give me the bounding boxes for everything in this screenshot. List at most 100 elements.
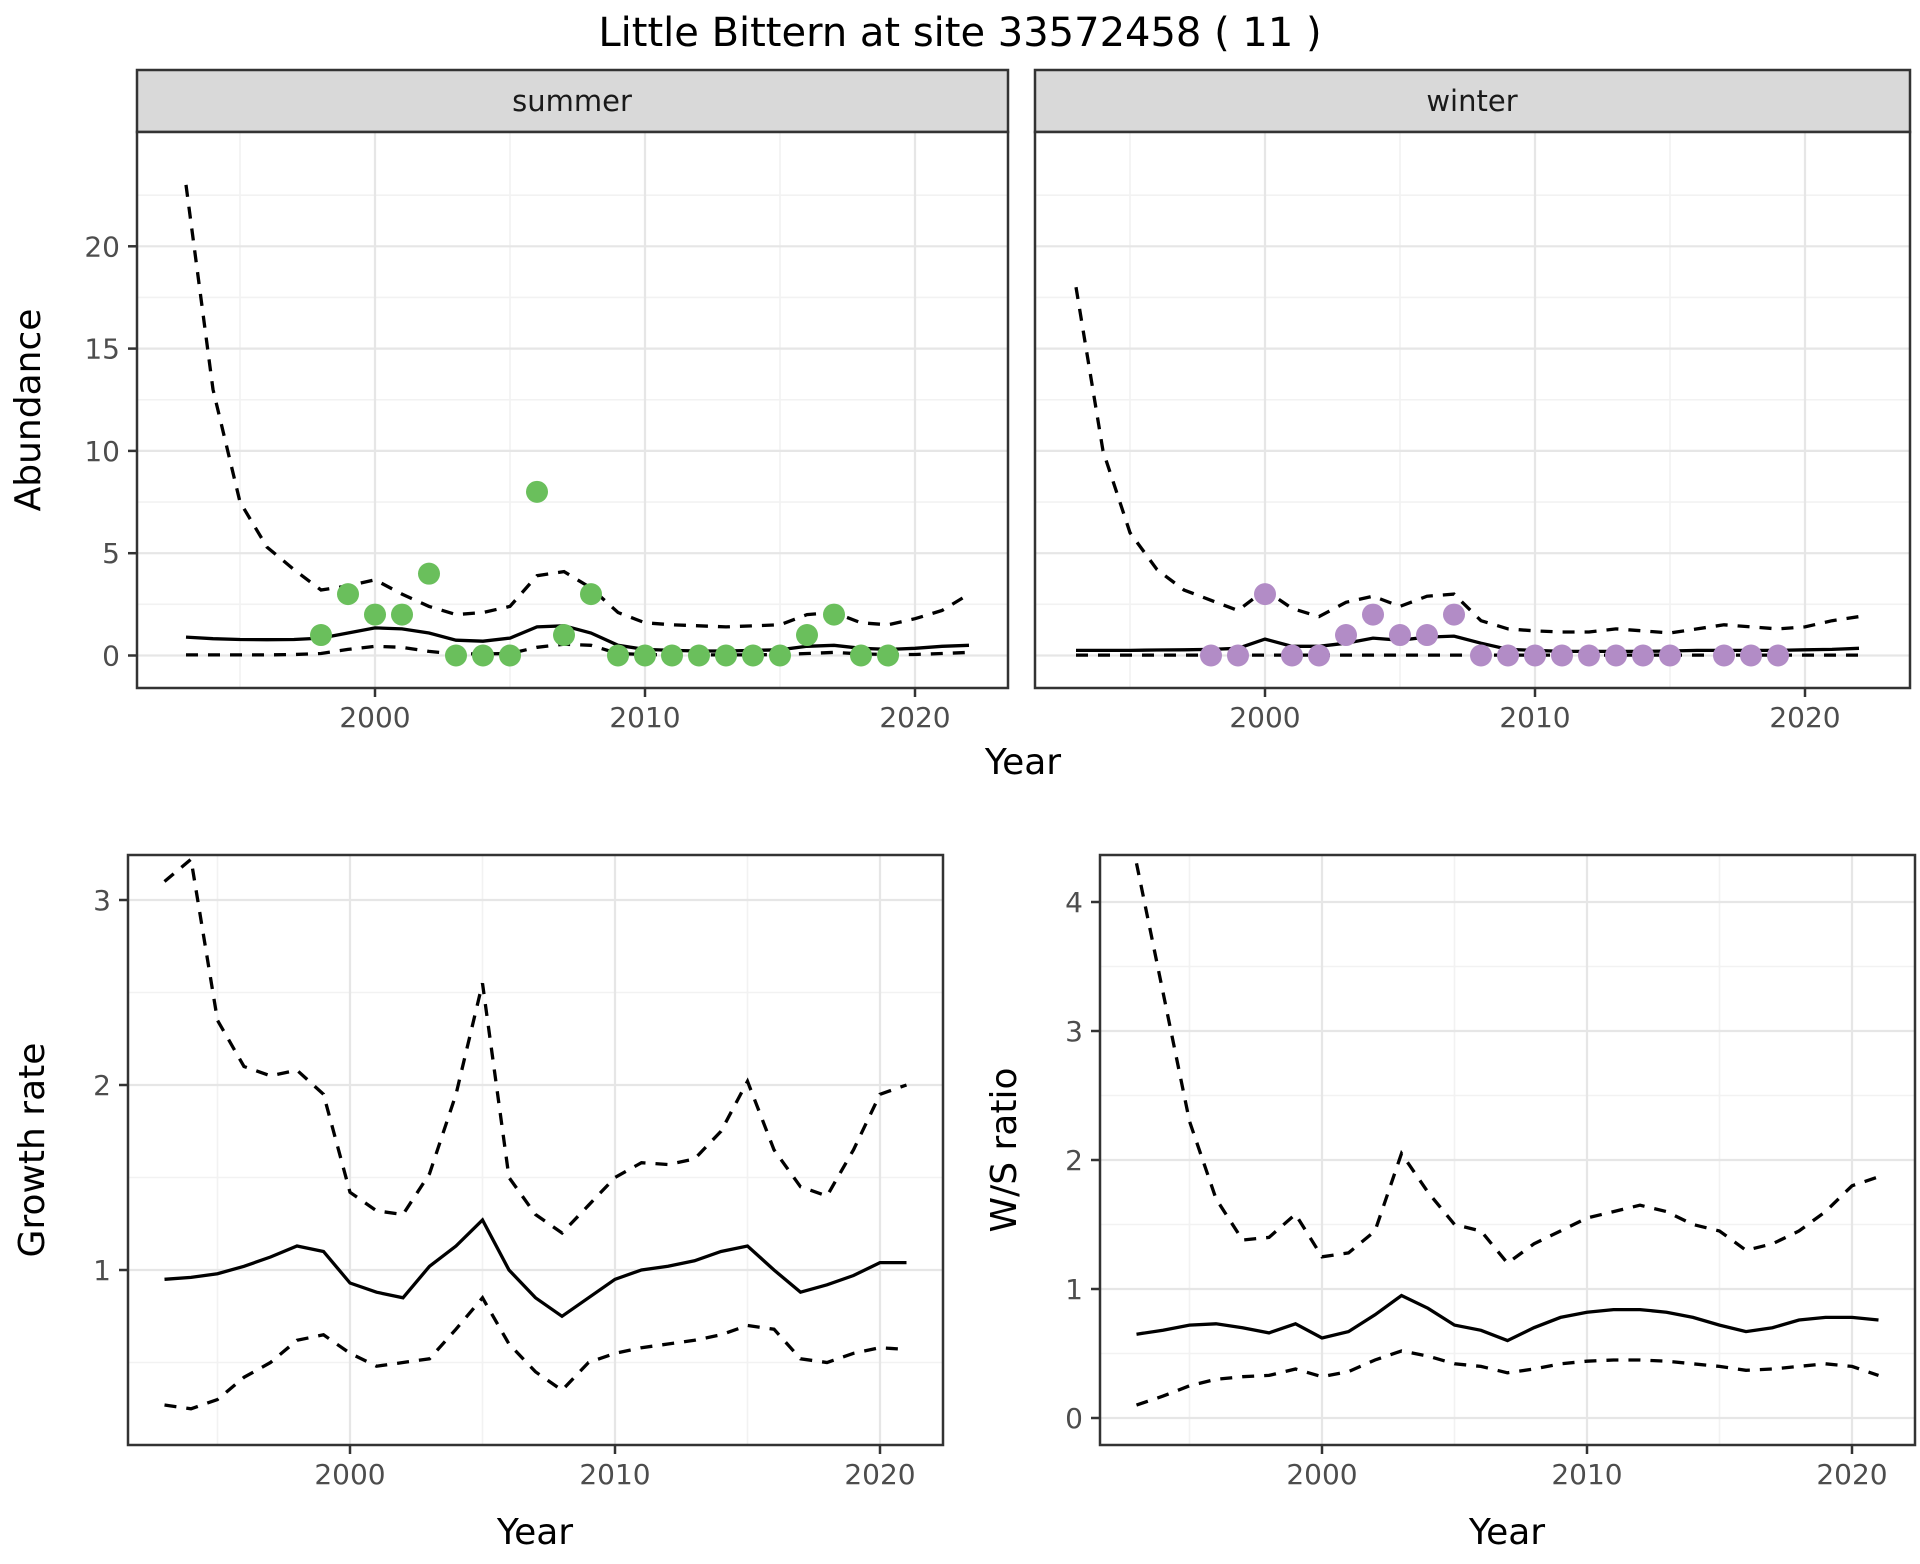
x-tick-label: 2010 xyxy=(579,1458,650,1491)
data-point xyxy=(877,644,899,667)
data-point xyxy=(337,583,359,606)
data-point xyxy=(418,562,440,585)
top-year-axis-title: Year xyxy=(984,742,1061,783)
data-point xyxy=(796,624,818,647)
x-tick-label: 2010 xyxy=(609,701,680,734)
series-path-upper95 xyxy=(1074,286,1860,635)
y-tick-label: 4 xyxy=(1065,886,1083,919)
growth-rate-axis-title: Growth rate xyxy=(12,1043,53,1258)
data-point xyxy=(1767,644,1789,667)
data-point xyxy=(1605,644,1627,667)
panel-background xyxy=(1100,855,1915,1445)
data-point xyxy=(769,644,791,667)
y-tick-label: 3 xyxy=(1065,1015,1083,1048)
facet-strip-winter: winter xyxy=(1033,68,1912,134)
data-point xyxy=(580,583,602,606)
x-tick-label: 2000 xyxy=(1286,1458,1357,1491)
data-point xyxy=(1227,644,1249,667)
ws-ratio-axis-title: W/S ratio xyxy=(984,1067,1025,1232)
data-point xyxy=(445,644,467,667)
data-point xyxy=(1659,644,1681,667)
data-point xyxy=(472,644,494,667)
panel-border xyxy=(1033,130,1912,690)
y-tick-label: 2 xyxy=(93,1069,111,1102)
data-point xyxy=(1254,583,1276,606)
data-point xyxy=(1713,644,1735,667)
data-point xyxy=(715,644,737,667)
panel-growth-rate: 2000 2010 2020 1 2 3 xyxy=(93,853,945,1491)
y-tick-label: 15 xyxy=(84,333,120,366)
series-path-upper95 xyxy=(1134,862,1880,1266)
data-point xyxy=(823,603,845,626)
data-point xyxy=(1632,644,1654,667)
data-point xyxy=(1308,644,1330,667)
x-tick-label: 2020 xyxy=(844,1458,915,1491)
data-point xyxy=(1578,644,1600,667)
series-path-upper95 xyxy=(163,856,908,1236)
facet-strip-summer-label: summer xyxy=(512,84,632,118)
y-tick-label: 20 xyxy=(84,230,120,263)
data-point xyxy=(1740,644,1762,667)
y-tick-label: 0 xyxy=(1065,1402,1083,1435)
y-tick-label: 2 xyxy=(1065,1144,1083,1177)
x-tick-label: 2010 xyxy=(1551,1458,1622,1491)
data-point xyxy=(1389,624,1411,647)
data-point xyxy=(364,603,386,626)
series-path-lower95 xyxy=(1135,1349,1880,1407)
x-tick-label: 2000 xyxy=(1229,701,1300,734)
panel-border xyxy=(1098,853,1917,1447)
data-point xyxy=(742,644,764,667)
x-tick-label: 2020 xyxy=(1816,1458,1887,1491)
data-point xyxy=(850,644,872,667)
data-point xyxy=(391,603,413,626)
data-point xyxy=(499,644,521,667)
facet-strip-winter-label: winter xyxy=(1426,84,1517,118)
x-tick-label: 2020 xyxy=(879,701,950,734)
x-tick-label: 2010 xyxy=(1499,701,1570,734)
panel-background xyxy=(128,855,943,1445)
ws-year-axis-title: Year xyxy=(1468,1512,1545,1553)
series-path-mean xyxy=(1136,1293,1879,1343)
y-tick-label: 10 xyxy=(84,435,120,468)
y-tick-label: 0 xyxy=(102,640,120,673)
figure-title: Little Bittern at site 33572458 ( 11 ) xyxy=(598,10,1321,56)
data-point xyxy=(1281,644,1303,667)
data-point xyxy=(634,644,656,667)
panel-border xyxy=(126,853,945,1447)
data-point xyxy=(1551,644,1573,667)
panel-border xyxy=(135,130,1010,690)
panel-background xyxy=(137,132,1008,688)
data-point xyxy=(688,644,710,667)
x-tick-label: 2000 xyxy=(314,1458,385,1491)
data-point xyxy=(1497,644,1519,667)
data-point xyxy=(1200,644,1222,667)
panel-ws-ratio: 2000 2010 2020 0 1 2 3 4 xyxy=(1065,853,1917,1491)
data-point xyxy=(1362,603,1384,626)
y-tick-label: 5 xyxy=(102,537,120,570)
x-tick-label: 2020 xyxy=(1769,701,1840,734)
data-point xyxy=(1443,603,1465,626)
series-path-mean xyxy=(164,1217,907,1319)
data-point xyxy=(1470,644,1492,667)
data-point xyxy=(1524,644,1546,667)
panel-abundance-summer: 2000 2010 2020 0 5 10 15 20 xyxy=(84,130,1010,734)
growth-year-axis-title: Year xyxy=(496,1512,573,1553)
data-point xyxy=(1335,624,1357,647)
data-point xyxy=(661,644,683,667)
y-tick-label: 3 xyxy=(93,884,111,917)
data-point xyxy=(526,480,548,503)
data-point xyxy=(310,624,332,647)
panel-abundance-winter: 2000 2010 2020 xyxy=(1033,130,1912,734)
y-tick-label: 1 xyxy=(1065,1273,1083,1306)
y-tick-label: 1 xyxy=(93,1254,111,1287)
abundance-axis-title: Abundance xyxy=(8,309,49,512)
series-path-lower95 xyxy=(164,1294,907,1411)
data-point xyxy=(1416,624,1438,647)
x-tick-label: 2000 xyxy=(339,701,410,734)
panel-background xyxy=(1035,132,1910,688)
data-point xyxy=(607,644,629,667)
facet-strip-summer: summer xyxy=(135,68,1010,134)
data-point xyxy=(553,624,575,647)
